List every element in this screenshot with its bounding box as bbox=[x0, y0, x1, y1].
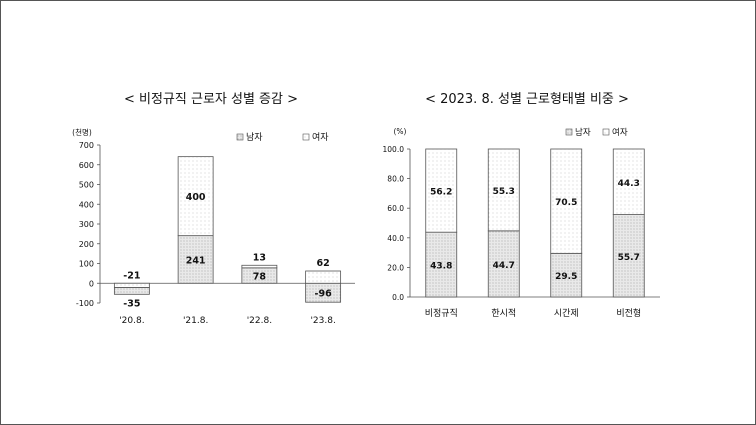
data-label-male: 29.5 bbox=[555, 272, 577, 282]
bar-male bbox=[113, 286, 150, 295]
x-category-label: '20.8. bbox=[119, 316, 144, 326]
data-label-male: 44.7 bbox=[493, 261, 515, 271]
y-tick-label: -100 bbox=[76, 299, 94, 308]
data-label-male: 241 bbox=[186, 255, 206, 266]
data-label-female: -21 bbox=[123, 270, 140, 281]
data-label-female: 13 bbox=[253, 252, 266, 263]
data-label-female: 44.3 bbox=[618, 179, 640, 189]
y-tick-label: 0.0 bbox=[392, 293, 404, 302]
y-tick-label: 700 bbox=[79, 141, 94, 150]
y-tick-label: 300 bbox=[79, 220, 94, 229]
y-tick-label: 400 bbox=[79, 200, 94, 209]
data-label-female: 400 bbox=[186, 192, 206, 203]
bar-male bbox=[425, 231, 458, 298]
left-legend-male-swatch bbox=[236, 133, 244, 141]
bar-female bbox=[305, 270, 342, 284]
y-tick-label: 80.0 bbox=[387, 175, 404, 184]
right-legend-female-swatch bbox=[602, 128, 610, 136]
data-label-male: 78 bbox=[253, 272, 267, 283]
left-legend-female-label: 여자 bbox=[312, 131, 329, 143]
y-tick-label: 100.0 bbox=[383, 145, 405, 154]
data-label-male: 43.8 bbox=[430, 262, 452, 272]
bar-female bbox=[241, 264, 278, 269]
right-chart-title: < 2023. 8. 성별 근로형태별 비중 > bbox=[425, 92, 629, 107]
data-label-male: 55.7 bbox=[618, 253, 640, 263]
right-legend-female-label: 여자 bbox=[612, 127, 628, 138]
data-label-female: 62 bbox=[317, 258, 330, 269]
x-category-label: 시간제 bbox=[554, 308, 579, 319]
y-tick-label: 600 bbox=[79, 161, 94, 170]
bar-male bbox=[177, 235, 214, 284]
x-category-label: 비정규직 bbox=[425, 308, 458, 319]
x-category-label: '21.8. bbox=[183, 316, 208, 326]
bar-male bbox=[612, 214, 645, 298]
data-label-female: 56.2 bbox=[430, 188, 452, 198]
y-tick-label: 100 bbox=[79, 260, 94, 269]
y-tick-label: 200 bbox=[79, 240, 94, 249]
y-tick-label: 20.0 bbox=[387, 263, 404, 272]
y-tick-label: 500 bbox=[79, 181, 94, 190]
y-tick-label: 60.0 bbox=[387, 204, 404, 213]
left-legend-female-swatch bbox=[302, 133, 310, 141]
left-legend-male-label: 남자 bbox=[246, 132, 263, 143]
bar-female bbox=[550, 148, 583, 254]
right-legend: 남자 여자 bbox=[565, 127, 628, 138]
data-label-male: -35 bbox=[123, 298, 140, 309]
x-category-label: 한시적 bbox=[491, 307, 516, 319]
left-unit-label: (천명) bbox=[72, 127, 92, 137]
right-plot-area: 0.0 20.0 40.0 60.0 80.0 100.0 43.8 56.2 비정규직 44.7… bbox=[383, 145, 660, 319]
bar-female bbox=[612, 148, 645, 215]
x-category-label: 비전형 bbox=[616, 308, 641, 319]
data-label-female: 55.3 bbox=[493, 187, 515, 197]
y-tick-label: 40.0 bbox=[387, 234, 404, 243]
data-label-female: 70.5 bbox=[555, 198, 577, 208]
bar-female bbox=[487, 148, 520, 232]
right-legend-male-swatch bbox=[565, 128, 573, 136]
left-plot-area: -100 0 100 200 300 400 500 600 700 -35 -21 '20.8. 24… bbox=[76, 141, 355, 326]
left-legend: 남자 여자 bbox=[236, 131, 329, 143]
x-category-label: '23.8. bbox=[310, 316, 335, 326]
bar-male bbox=[550, 252, 583, 298]
left-chart-title: < 비정규직 근로자 성별 증감 > bbox=[124, 92, 298, 107]
right-unit-label: (%) bbox=[394, 127, 407, 136]
bar-female bbox=[425, 148, 458, 233]
bar-female bbox=[113, 282, 150, 288]
y-tick-label: 0 bbox=[89, 279, 94, 288]
x-category-label: '22.8. bbox=[247, 316, 272, 326]
right-legend-male-label: 남자 bbox=[575, 128, 591, 138]
bar-female bbox=[177, 156, 214, 237]
data-label-male: -96 bbox=[315, 289, 333, 300]
